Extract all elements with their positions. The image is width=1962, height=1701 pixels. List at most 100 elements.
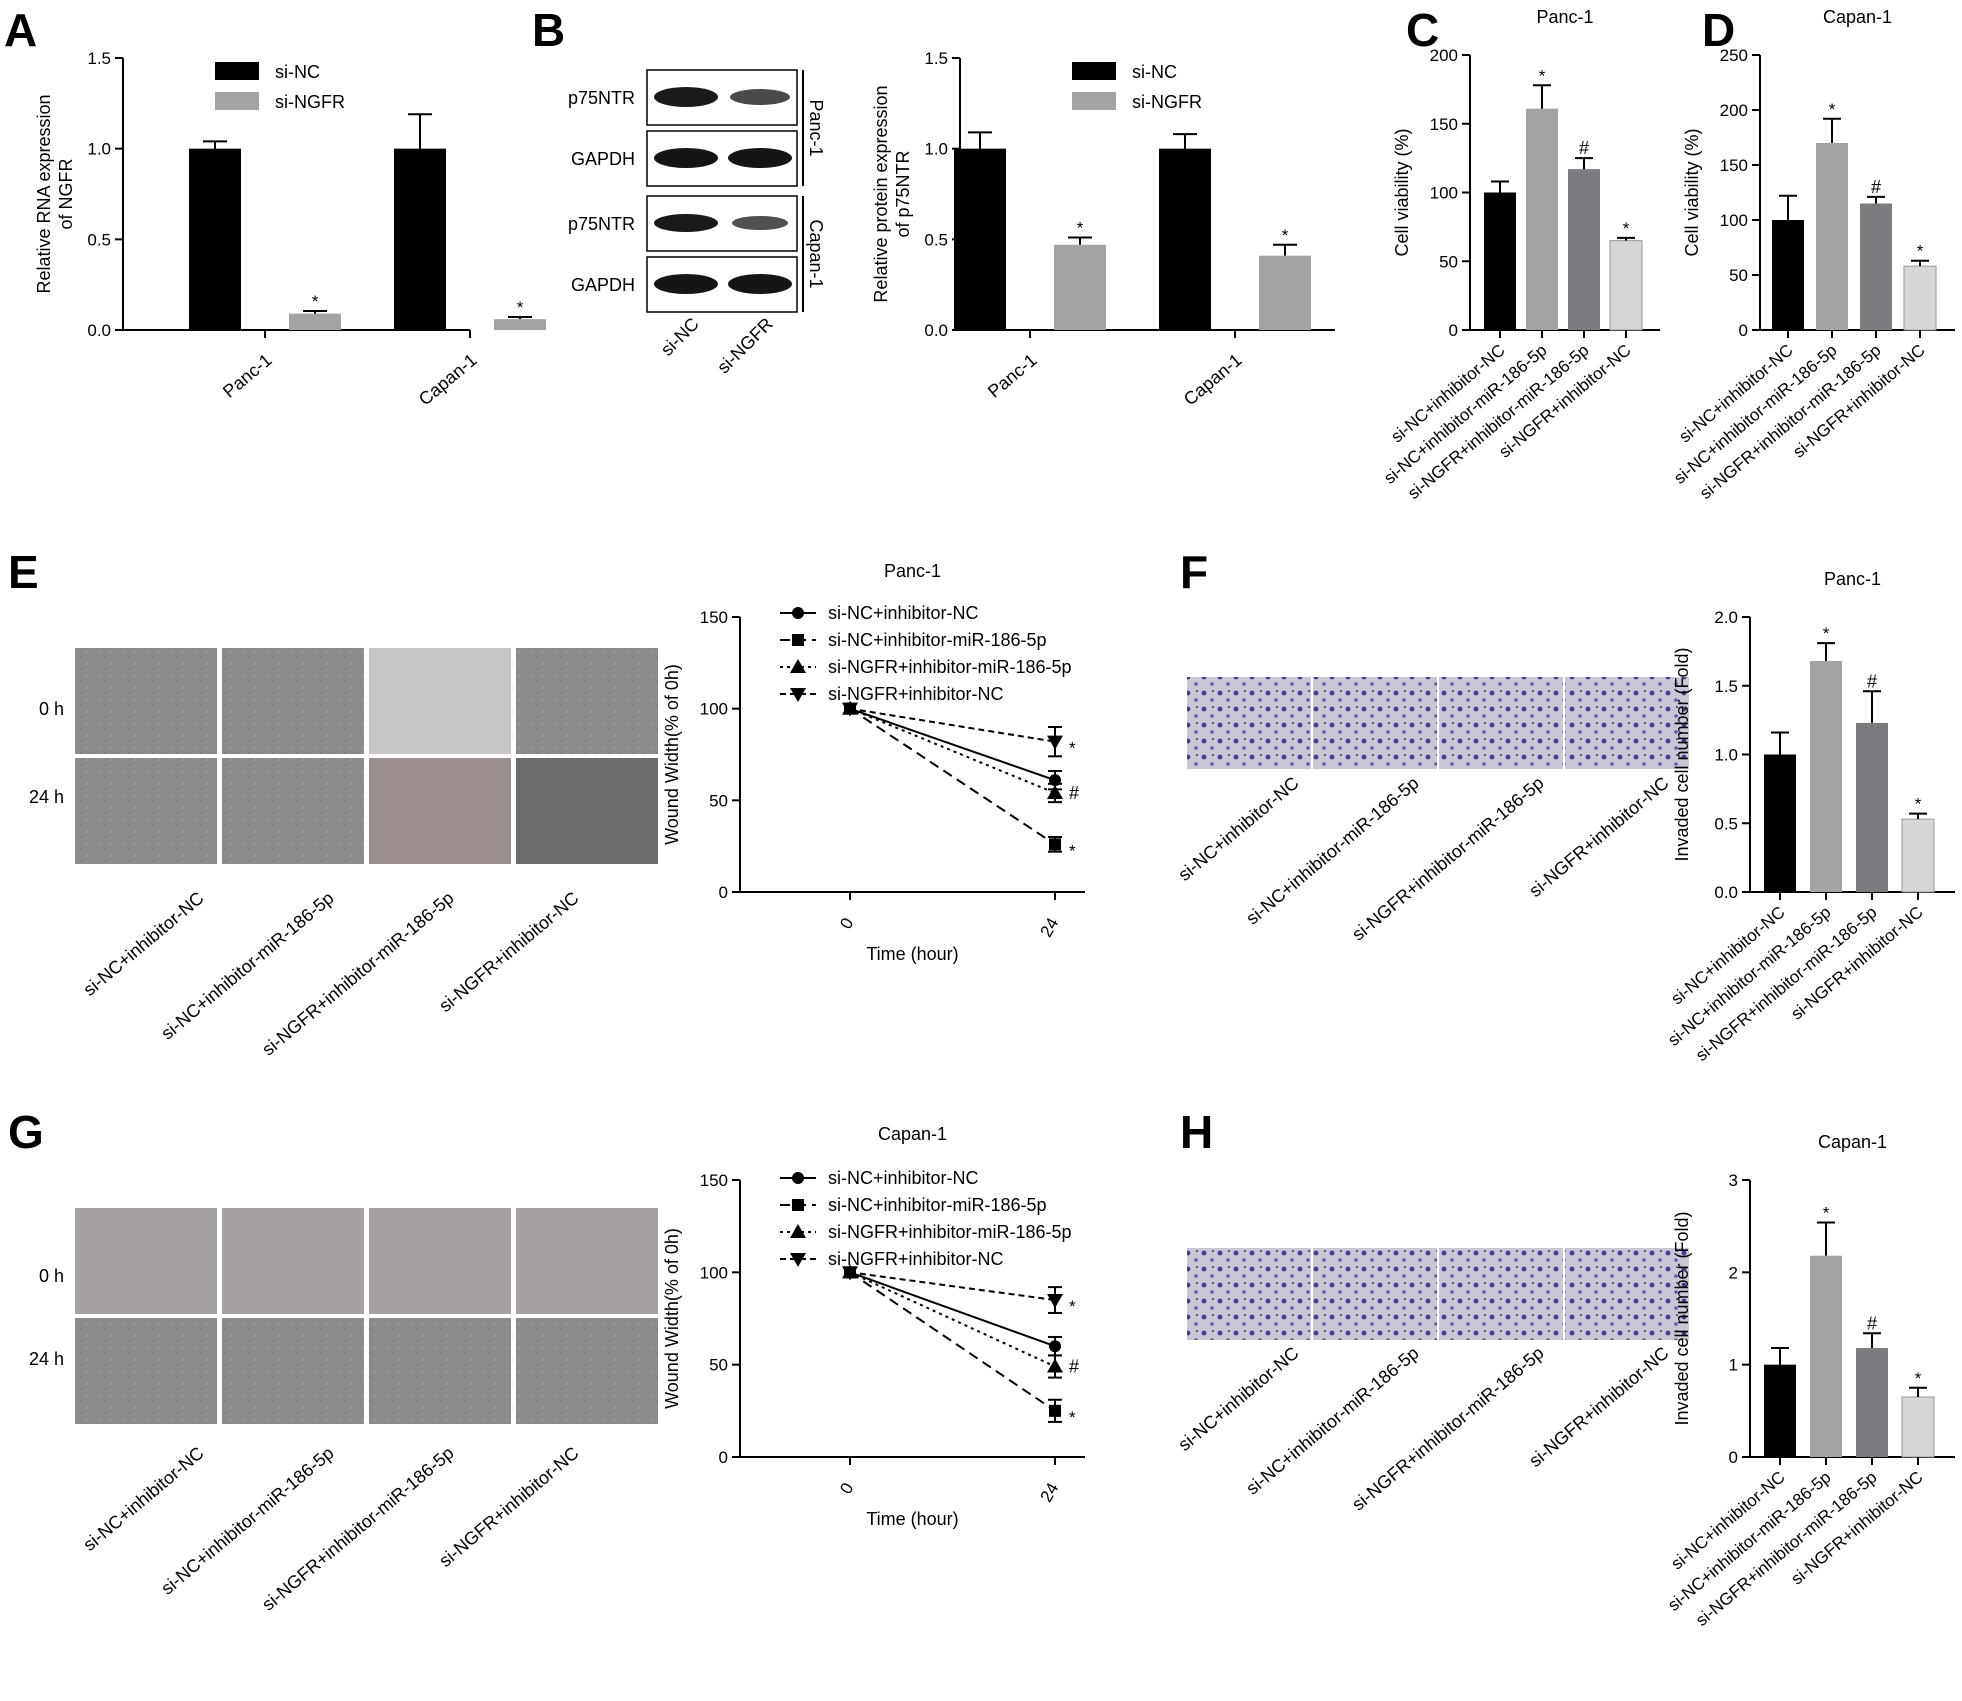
data-point: [1047, 785, 1063, 799]
legend-label: si-NGFR+inhibitor-NC: [828, 1249, 1004, 1269]
y-axis-label: Invaded cell number (Fold): [1672, 647, 1692, 861]
y-tick-label: 0.5: [924, 230, 948, 249]
y-tick-label: 1.0: [1714, 746, 1738, 765]
panel-label-c: C: [1406, 4, 1439, 56]
x-tick-label: Capan-1: [415, 350, 481, 410]
y-tick-label: 0.0: [87, 321, 111, 340]
y-tick-label: 150: [1720, 156, 1748, 175]
wound-condition-label: si-NGFR+inhibitor-NC: [435, 1443, 582, 1571]
x-tick-label: Capan-1: [1180, 350, 1246, 410]
significance-mark: *: [1282, 226, 1289, 245]
bar: [1901, 1396, 1935, 1458]
series-line: [849, 707, 1056, 794]
bar: [289, 313, 341, 330]
panel-label-a: A: [4, 4, 37, 56]
y-tick-label: 150: [1430, 115, 1458, 134]
legend-swatch: [1072, 62, 1116, 80]
y-tick-label: 2: [1729, 1263, 1738, 1282]
blot-lane-label: si-NC: [657, 314, 703, 360]
wound-time-label: 24 h: [29, 1349, 64, 1369]
significance-mark: *: [1069, 841, 1076, 860]
transwell-condition-label: si-NGFR+inhibitor-NC: [1525, 1343, 1672, 1471]
x-tick-label: 0: [836, 1480, 857, 1498]
data-point: [790, 1224, 806, 1238]
legend-label: si-NGFR+inhibitor-miR-186-5p: [828, 657, 1072, 677]
significance-mark: *: [1077, 219, 1084, 238]
y-tick-label: 50: [1439, 252, 1458, 271]
significance-mark: *: [517, 298, 524, 317]
significance-mark: *: [1539, 66, 1546, 85]
y-tick-label: 100: [1430, 184, 1458, 203]
y-tick-label: 0: [1739, 321, 1748, 340]
x-tick-label: si-NC+inhibitor-miR-186-5p: [1380, 341, 1550, 488]
bar: [1901, 818, 1935, 893]
bar: [494, 319, 546, 330]
y-tick-label: 2.0: [1714, 608, 1738, 627]
blot-group-label: Capan-1: [806, 219, 826, 288]
legend-label: si-NC+inhibitor-miR-186-5p: [828, 1195, 1047, 1215]
x-axis-label: Time (hour): [866, 1509, 958, 1529]
series-line: [849, 707, 1056, 846]
y-tick-label: 150: [700, 608, 728, 627]
significance-mark: *: [1823, 1203, 1830, 1222]
significance-mark: #: [1867, 1313, 1877, 1333]
y-axis-label: of NGFR: [56, 158, 76, 229]
chart-title: Panc-1: [884, 561, 941, 581]
data-point: [1049, 1340, 1061, 1353]
panel-label-f: F: [1180, 546, 1208, 598]
wound-condition-label: si-NC+inhibitor-NC: [79, 1443, 207, 1555]
x-tick-label: 24: [1037, 915, 1063, 941]
series-line: [849, 707, 1056, 743]
significance-mark: *: [1915, 1369, 1922, 1388]
data-point: [1049, 1404, 1061, 1417]
x-tick-label: Panc-1: [984, 350, 1041, 402]
y-tick-label: 200: [1430, 46, 1458, 65]
significance-mark: *: [1915, 795, 1922, 814]
y-axis-label: Cell viability (%): [1392, 128, 1412, 256]
chart-title: Panc-1: [1824, 569, 1881, 589]
chart-g: 0 50 100 150 Wound Width(% of 0h) 0 24 Time (ho…: [662, 1124, 1085, 1529]
transwell-condition-label: si-NGFR+inhibitor-NC: [1525, 773, 1672, 901]
series-line: [849, 1271, 1056, 1348]
y-tick-label: 50: [709, 1356, 728, 1375]
panel-label-e: E: [8, 546, 39, 598]
panel-label-h: H: [1180, 1106, 1213, 1158]
wound-images-capan1: 0 h 24 h si-NC+inhibitor-NC si-NC+inhibi…: [29, 1208, 658, 1615]
significance-mark: *: [1069, 1408, 1076, 1427]
significance-mark: *: [1823, 624, 1830, 643]
chart-b: 0.0 0.5 1.0 1.5 Relative protein expression o…: [871, 49, 1335, 409]
legend-swatch: [215, 62, 259, 80]
significance-mark: #: [1069, 1357, 1079, 1377]
y-tick-label: 0.5: [1714, 814, 1738, 833]
significance-mark: #: [1871, 177, 1881, 197]
bar: [1816, 143, 1848, 330]
bar: [1484, 192, 1516, 330]
y-tick-label: 50: [1729, 266, 1748, 285]
data-point: [1047, 735, 1063, 750]
data-point: [790, 688, 806, 702]
y-tick-label: 1.0: [924, 140, 948, 159]
y-tick-label: 1.0: [87, 140, 111, 159]
chart-c: 0 50 100 150 200 Cell viability (%) Panc-1 si-N…: [1380, 7, 1660, 503]
y-axis-label: Wound Width(% of 0h): [662, 1228, 682, 1409]
y-tick-label: 100: [1720, 211, 1748, 230]
wound-condition-label: si-NC+inhibitor-NC: [79, 888, 207, 1000]
chart-title: Capan-1: [1823, 7, 1892, 27]
legend-label: si-NGFR+inhibitor-miR-186-5p: [828, 1222, 1072, 1242]
y-tick-label: 3: [1729, 1171, 1738, 1190]
x-tick-label: si-NGFR+inhibitor-miR-186-5p: [1696, 341, 1884, 503]
bar: [1259, 255, 1311, 330]
significance-mark: *: [1069, 739, 1076, 758]
x-axis-label: Time (hour): [866, 944, 958, 964]
transwell-condition-label: si-NC+inhibitor-NC: [1174, 773, 1302, 885]
wound-condition-label: si-NGFR+inhibitor-NC: [435, 888, 582, 1016]
data-point: [792, 1199, 804, 1211]
chart-f: 0.0 0.5 1.0 1.5 2.0 Invaded cell number (Fold…: [1664, 569, 1955, 1065]
blot-row-2: GAPDH: [571, 130, 798, 187]
transwell-condition-label: si-NC+inhibitor-NC: [1174, 1343, 1302, 1455]
legend-label: si-NC+inhibitor-NC: [828, 1168, 979, 1188]
bar: [1159, 148, 1211, 330]
x-tick-label: 0: [836, 915, 857, 933]
chart-title: Capan-1: [878, 1124, 947, 1144]
panel-label-b: B: [532, 4, 565, 56]
